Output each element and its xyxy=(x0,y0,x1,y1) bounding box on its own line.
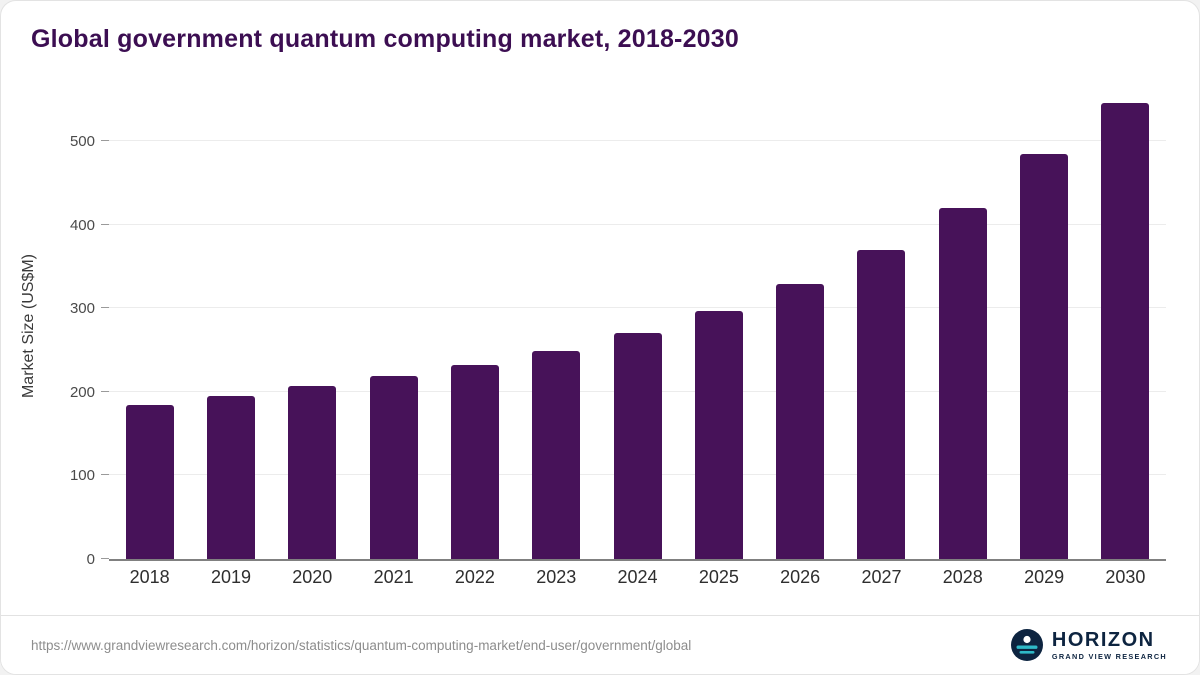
bar-2026 xyxy=(776,284,825,559)
bar-col-2029 xyxy=(1003,91,1084,559)
x-tick-label-2018: 2018 xyxy=(129,567,170,587)
y-axis-label: Market Size (US$M) xyxy=(20,253,37,399)
y-tick-mark-200 xyxy=(101,390,109,392)
logo-name: HORIZON xyxy=(1051,628,1155,651)
y-tick-mark-500 xyxy=(101,140,109,142)
bar-2029 xyxy=(1020,153,1069,559)
bar-2024 xyxy=(613,333,662,559)
x-tick-label-2025: 2025 xyxy=(698,567,739,587)
x-tick-label-2030: 2030 xyxy=(1105,567,1146,587)
gridline-500 xyxy=(109,140,1166,142)
source-url: https://www.grandviewresearch.com/horizo… xyxy=(31,637,692,653)
y-tick-label-0: 0 xyxy=(86,551,95,568)
bars-row xyxy=(109,91,1166,559)
bar-col-2021 xyxy=(353,91,434,559)
bar-col-2024 xyxy=(597,91,678,559)
horizon-logo-icon xyxy=(1010,629,1043,661)
x-axis-labels: 2018 2019 2020 2021 2022 2023 2024 2025 2026 2027… xyxy=(109,567,1166,588)
y-tick-label-400: 400 xyxy=(69,216,95,234)
bar-2019 xyxy=(206,396,255,559)
y-tick-label-500: 500 xyxy=(69,133,95,151)
bar-col-2026 xyxy=(760,91,841,559)
y-tick-mark-100 xyxy=(101,474,109,476)
bar-col-2025 xyxy=(678,91,759,559)
horizon-logo: HORIZON GRAND VIEW RESEARCH xyxy=(1010,629,1167,661)
y-tick-label-100: 100 xyxy=(69,467,95,485)
bar-2025 xyxy=(694,310,743,559)
x-tick-label-2029: 2029 xyxy=(1024,567,1065,587)
bar-col-2019 xyxy=(190,91,271,559)
gridline-300 xyxy=(109,307,1166,309)
bar-col-2023 xyxy=(516,91,597,559)
y-tick-mark-400 xyxy=(101,223,109,225)
y-tick-label-200: 200 xyxy=(69,383,95,401)
x-tick-label-2026: 2026 xyxy=(780,567,821,587)
bar-col-2022 xyxy=(434,91,515,559)
x-tick-label-2024: 2024 xyxy=(617,567,658,587)
bar-2021 xyxy=(369,375,418,559)
chart-title: Global government quantum computing mark… xyxy=(31,25,739,53)
bar-col-2030 xyxy=(1085,91,1166,559)
y-tick-mark-300 xyxy=(101,307,109,309)
bar-col-2020 xyxy=(272,91,353,559)
x-tick-label-2023: 2023 xyxy=(536,567,577,587)
bar-col-2018 xyxy=(109,91,190,559)
bar-2020 xyxy=(288,386,337,559)
logo-text: HORIZON GRAND VIEW RESEARCH xyxy=(1052,630,1167,660)
gridline-400 xyxy=(109,223,1166,225)
bar-2018 xyxy=(125,405,174,559)
x-tick-label-2020: 2020 xyxy=(292,567,333,587)
x-tick-label-2027: 2027 xyxy=(861,567,902,587)
y-tick-mark-0 xyxy=(101,558,109,559)
bar-2030 xyxy=(1101,102,1150,559)
bar-2027 xyxy=(857,249,906,559)
bar-col-2028 xyxy=(922,91,1003,559)
bar-col-2027 xyxy=(841,91,922,559)
bar-2022 xyxy=(450,365,499,559)
y-tick-label-300: 300 xyxy=(69,300,95,318)
bar-2023 xyxy=(532,350,581,559)
footer: https://www.grandviewresearch.com/horizo… xyxy=(1,615,1199,674)
logo-subtitle: GRAND VIEW RESEARCH xyxy=(1051,651,1167,661)
x-tick-label-2022: 2022 xyxy=(454,567,495,587)
x-tick-label-2019: 2019 xyxy=(210,567,251,587)
plot-area: 0 100 200 300 400 500 xyxy=(70,91,1166,568)
bar-2028 xyxy=(938,208,987,559)
x-tick-label-2028: 2028 xyxy=(942,567,983,587)
x-tick-label-2021: 2021 xyxy=(373,567,414,587)
